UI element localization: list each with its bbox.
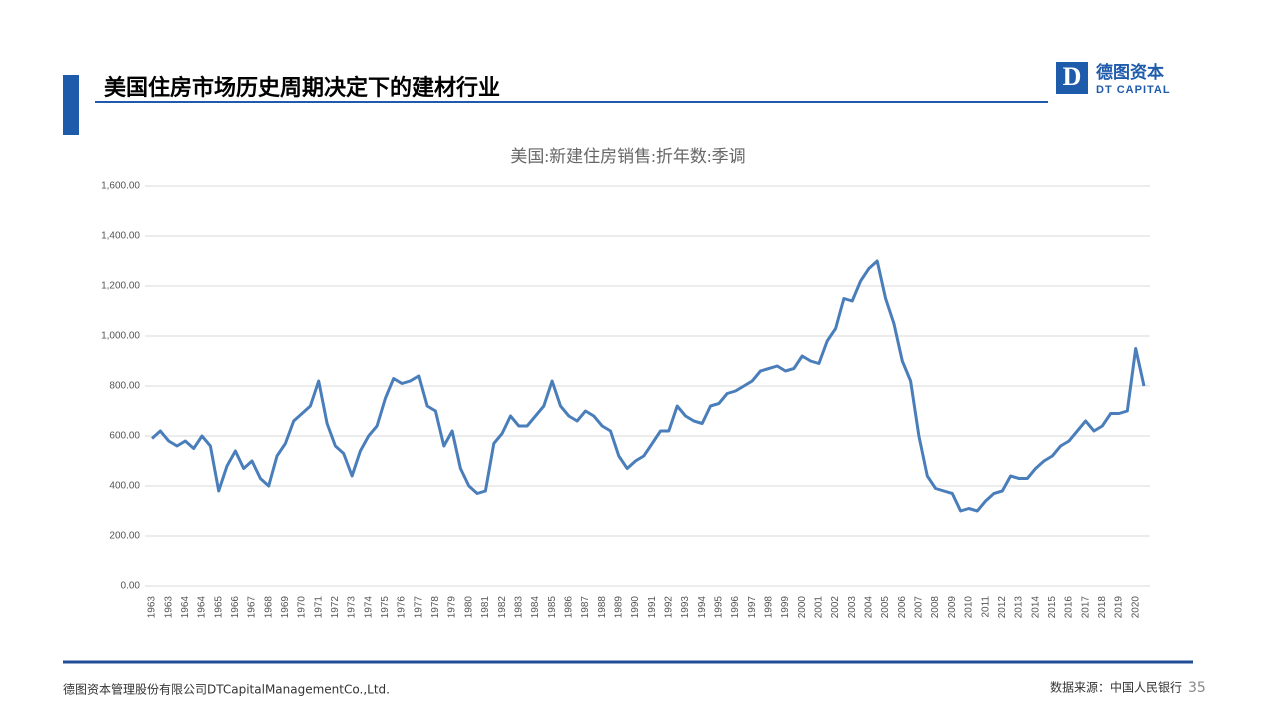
footer-source: 数据来源：中国人民银行: [1050, 680, 1182, 695]
x-tick-label: 2005: [880, 596, 891, 619]
x-tick-label: 2001: [814, 596, 825, 619]
x-tick-label: 1997: [747, 596, 758, 619]
x-tick-label: 1998: [764, 596, 775, 619]
x-tick-label: 1994: [697, 596, 708, 619]
x-tick-label: 2000: [797, 596, 808, 619]
x-tick-label: 1971: [313, 596, 324, 619]
x-tick-label: 1977: [413, 596, 424, 619]
x-tick-label: 2017: [1080, 596, 1091, 619]
x-tick-label: 2011: [980, 596, 991, 618]
x-tick-label: 1986: [563, 596, 574, 619]
y-tick-label: 600.00: [109, 431, 140, 442]
y-tick-label: 0.00: [121, 581, 141, 592]
x-tick-label: 2014: [1030, 596, 1041, 619]
slide-title: 美国住房市场历史周期决定下的建材行业: [104, 75, 500, 101]
data-line: [150, 259, 1146, 513]
x-tick-label: 1972: [330, 596, 341, 619]
x-tick-label: 1965: [213, 596, 224, 619]
logo-cn: 德图资本: [1096, 62, 1164, 83]
x-tick-label: 1984: [530, 596, 541, 619]
y-tick-label: 400.00: [109, 481, 140, 492]
x-tick-label: 1973: [347, 596, 358, 619]
page-number: 35: [1188, 680, 1206, 696]
x-tick-label: 1979: [447, 596, 458, 619]
logo-letter: D: [1063, 62, 1082, 91]
x-tick-label: 1966: [230, 596, 241, 619]
x-tick-label: 2009: [947, 596, 958, 619]
x-tick-label: 2013: [1014, 596, 1025, 619]
x-tick-label: 1983: [513, 596, 524, 619]
x-tick-label: 1964: [197, 596, 208, 619]
x-tick-label: 1995: [713, 596, 724, 619]
x-tick-label: 1963: [147, 596, 158, 619]
x-tick-label: 2019: [1114, 596, 1125, 619]
x-tick-label: 1981: [480, 596, 491, 619]
x-tick-label: 1964: [180, 596, 191, 619]
x-tick-label: 1969: [280, 596, 291, 619]
y-tick-label: 800.00: [109, 381, 140, 392]
y-tick-label: 1,200.00: [101, 281, 140, 292]
x-tick-label: 2003: [847, 596, 858, 619]
x-tick-label: 2007: [914, 596, 925, 619]
x-tick-label: 1967: [247, 596, 258, 619]
x-tick-label: 1991: [647, 596, 658, 619]
x-tick-label: 1993: [680, 596, 691, 619]
x-tick-label: 1974: [363, 596, 374, 619]
chart-title: 美国:新建住房销售:折年数:季调: [510, 147, 745, 166]
x-tick-label: 1999: [780, 596, 791, 619]
y-tick-label: 1,000.00: [101, 331, 140, 342]
x-tick-label: 2008: [930, 596, 941, 619]
x-tick-label: 1976: [397, 596, 408, 619]
x-tick-label: 1992: [663, 596, 674, 619]
x-tick-label: 1989: [613, 596, 624, 619]
title-bar: [63, 75, 79, 135]
x-tick-label: 1980: [463, 596, 474, 619]
x-tick-label: 1988: [597, 596, 608, 619]
x-tick-label: 1982: [497, 596, 508, 619]
x-tick-label: 1978: [430, 596, 441, 619]
x-tick-label: 1985: [547, 596, 558, 619]
logo-en: DT CAPITAL: [1096, 84, 1171, 96]
x-tick-label: 1987: [580, 596, 591, 619]
y-tick-label: 200.00: [109, 531, 140, 542]
x-tick-label: 2016: [1064, 596, 1075, 619]
x-tick-label: 1996: [730, 596, 741, 619]
x-tick-label: 2002: [830, 596, 841, 619]
x-tick-label: 1970: [297, 596, 308, 619]
x-tick-label: 2018: [1097, 596, 1108, 619]
x-tick-label: 2015: [1047, 596, 1058, 619]
x-tick-label: 1975: [380, 596, 391, 619]
logo-box: [1056, 62, 1088, 94]
plot: 0.00 200.00 400.00 600.00 800.00 1,000.00 1,20…: [101, 181, 1150, 619]
x-tick-label: 2020: [1130, 596, 1141, 619]
x-tick-label: 2004: [864, 596, 875, 619]
x-tick-label: 1968: [263, 596, 274, 619]
y-tick-label: 1,600.00: [101, 181, 140, 192]
x-tick-label: 2006: [897, 596, 908, 619]
x-tick-label: 2012: [997, 596, 1008, 619]
x-tick-label: 2010: [964, 596, 975, 619]
y-tick-label: 1,400.00: [101, 231, 140, 242]
x-tick-label: 1963: [163, 596, 174, 619]
x-tick-label: 1990: [630, 596, 641, 619]
footer-company: 德图资本管理股份有限公司DTCapitalManagementCo.,Ltd.: [63, 682, 390, 697]
